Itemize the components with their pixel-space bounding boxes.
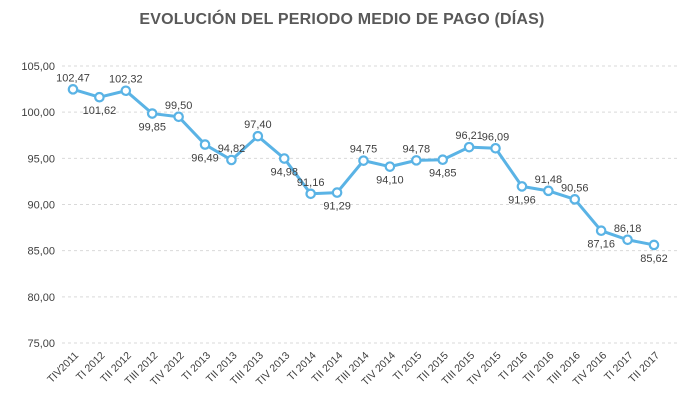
data-point-label: 102,47 [56,72,90,84]
data-point-marker [463,141,475,153]
data-point-marker [622,234,633,246]
data-point-marker [358,155,369,166]
data-point-label: 102,32 [109,74,143,86]
y-tick-label: 85,00 [27,246,55,258]
data-point-marker [384,161,396,172]
data-point-marker [252,130,264,142]
data-point-marker [569,194,581,205]
series-line [71,87,656,247]
data-point-marker [94,91,105,103]
data-point-marker [437,154,449,166]
y-tick-label: 105,00 [21,61,55,73]
data-point-label: 91,48 [535,174,563,186]
data-point-marker [278,153,290,164]
data-point-marker [120,85,132,97]
data-point-label: 94,98 [271,167,299,179]
data-point-marker [199,139,211,150]
data-point-label: 86,18 [614,223,642,235]
data-point-marker [595,225,607,237]
data-point-label: 96,09 [482,131,510,143]
data-point-label: 97,40 [244,119,272,131]
data-point-marker [411,155,422,166]
data-point-marker [226,154,237,166]
data-point-label: 94,85 [429,168,457,180]
data-point-label: 94,82 [218,143,246,155]
data-point-label: 90,56 [561,182,589,194]
data-point-label: 101,62 [83,105,117,117]
data-point-label: 94,10 [376,175,404,187]
data-point-label: 94,75 [350,144,378,156]
data-point-marker [516,181,528,192]
x-tick-label: TIV2011 [45,350,81,386]
data-point-label: 96,49 [191,153,219,165]
data-point-label: 99,50 [165,100,193,112]
y-tick-label: 100,00 [21,107,55,119]
data-points [67,84,660,251]
data-point-marker [67,84,79,95]
data-point-marker [648,239,660,251]
data-point-marker [490,142,501,154]
y-tick-label: 75,00 [27,338,55,350]
data-point-label: 85,62 [640,253,668,265]
data-point-label: 87,16 [587,239,615,251]
gridlines [62,65,677,344]
y-tick-label: 90,00 [27,199,55,211]
data-point-label: 94,78 [403,143,431,155]
data-point-marker [543,185,554,197]
data-point-marker [331,187,343,198]
y-tick-label: 95,00 [27,153,55,165]
data-point-label: 91,29 [323,201,351,213]
data-point-label: 99,85 [138,122,166,134]
y-tick-label: 80,00 [27,292,55,304]
data-point-label: 96,21 [455,130,483,142]
data-point-marker [173,111,184,123]
data-point-marker [305,188,316,200]
chart-title: EVOLUCIÓN DEL PERIODO MEDIO DE PAGO (DÍA… [139,11,545,28]
data-point-label: 91,96 [508,194,536,206]
data-point-marker [146,108,158,119]
data-point-label: 91,16 [297,177,325,189]
y-axis-tick-labels: 105,00 100,00 95,00 90,00 85,00 80,00 75,00 [21,61,55,350]
